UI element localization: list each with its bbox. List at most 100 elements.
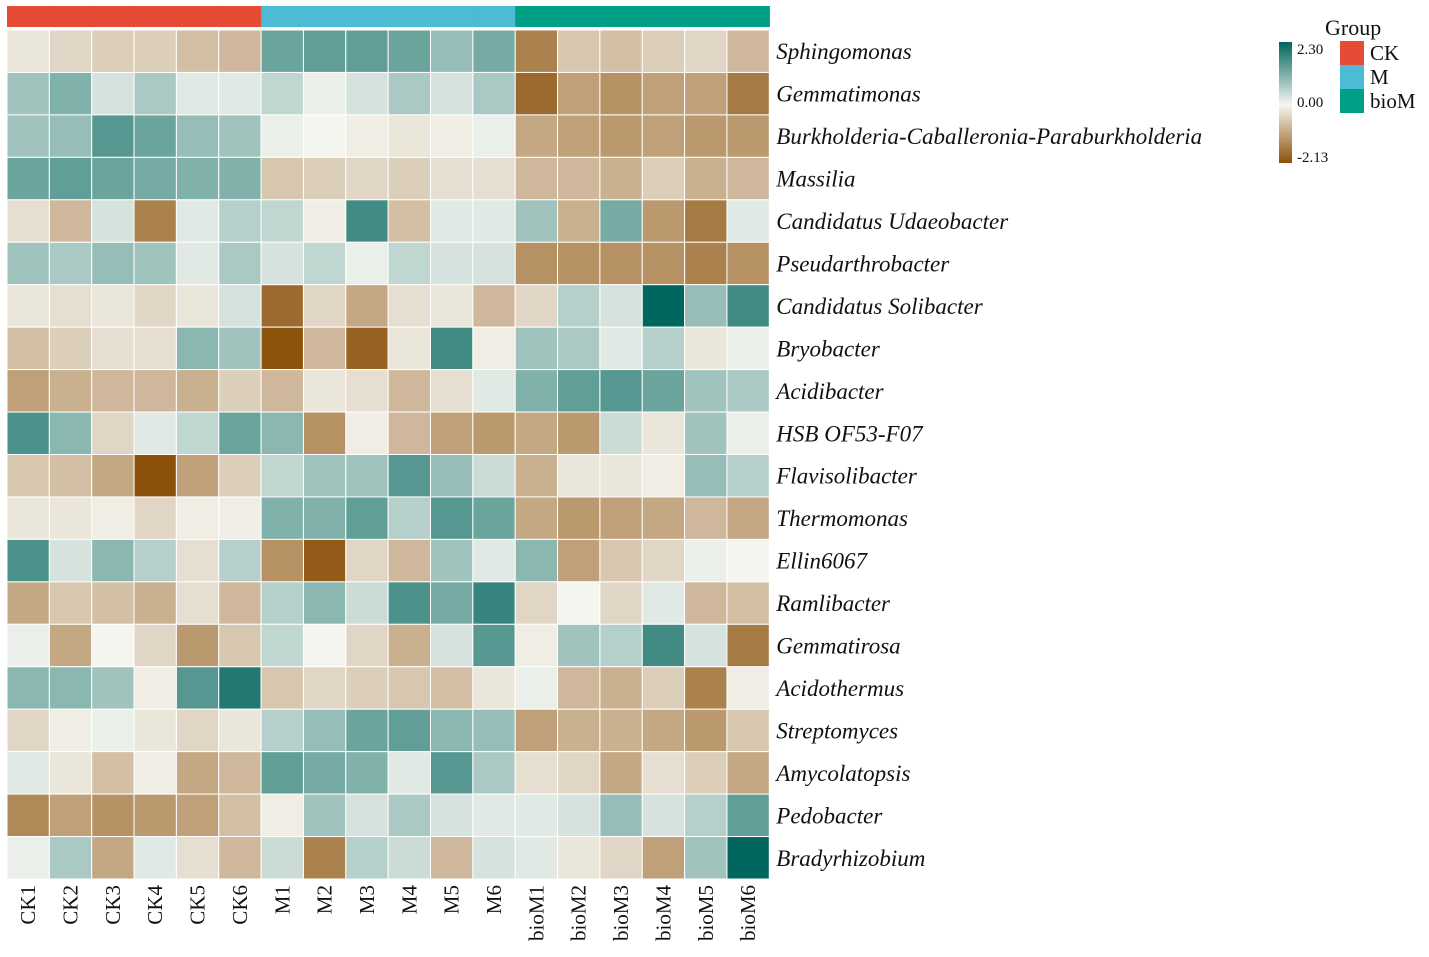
- group-bar-segment-bioM1: [515, 6, 559, 27]
- heatmap-cell: [345, 241, 389, 286]
- heatmap-cell: [48, 496, 93, 540]
- heatmap-cell: [684, 581, 728, 625]
- heatmap-cell: [91, 29, 135, 73]
- heatmap-cell: [430, 241, 474, 286]
- heatmap-cell: [48, 114, 93, 158]
- heatmap-cell: [387, 29, 431, 73]
- heatmap-cell: [260, 751, 304, 795]
- heatmap-cell: [599, 751, 643, 795]
- heatmap-cells: [6, 29, 770, 880]
- heatmap-cell: [557, 241, 601, 286]
- heatmap-cell: [726, 496, 770, 540]
- heatmap-cell: [430, 29, 474, 73]
- heatmap-cell: [48, 623, 93, 668]
- heatmap-cell: [302, 29, 347, 73]
- column-label: M3: [355, 885, 379, 914]
- column-label: CK5: [186, 885, 210, 925]
- heatmap-cell: [302, 496, 347, 540]
- heatmap-cell: [91, 114, 135, 158]
- heatmap-cell: [430, 666, 474, 710]
- group-bar-segment-CK2: [49, 6, 93, 27]
- heatmap-cell: [260, 454, 304, 498]
- column-labels: CK1 CK2 CK3 CK4 CK5 CK6 M1 M2 M3 M4 M5 M6 bioM1 bioM2…: [16, 885, 760, 942]
- heatmap-cell: [641, 241, 686, 286]
- heatmap-cell: [472, 581, 516, 625]
- group-bar-segment-M3: [345, 6, 389, 27]
- heatmap-cell: [599, 623, 643, 668]
- heatmap-cell: [641, 666, 686, 710]
- heatmap-cell: [472, 284, 516, 328]
- heatmap-cell: [557, 411, 601, 455]
- heatmap-cell: [599, 326, 643, 371]
- row-label: Bradyrhizobium: [776, 846, 925, 871]
- heatmap-cell: [175, 708, 220, 753]
- heatmap-cell: [260, 114, 304, 158]
- heatmap-cell: [218, 241, 262, 286]
- heatmap-cell: [387, 326, 431, 371]
- heatmap-cell: [6, 793, 50, 838]
- heatmap-cell: [472, 71, 516, 116]
- heatmap-cell: [557, 581, 601, 625]
- row-label: Ramlibacter: [775, 591, 891, 616]
- row-label: Thermomonas: [776, 506, 908, 531]
- heatmap-cell: [91, 623, 135, 668]
- heatmap-cell: [260, 199, 304, 243]
- row-label: Candidatus Solibacter: [776, 294, 983, 319]
- heatmap-cell: [726, 71, 770, 116]
- group-bar-segment-CK1: [7, 6, 50, 27]
- row-labels: Sphingomonas Gemmatimonas Burkholderia-Cab…: [774, 39, 1202, 871]
- heatmap-cell: [260, 836, 304, 880]
- heatmap-cell: [557, 114, 601, 158]
- heatmap-cell: [726, 411, 770, 455]
- heatmap-cell: [684, 326, 728, 371]
- heatmap-cell: [48, 71, 93, 116]
- heatmap-cell: [133, 199, 177, 243]
- heatmap-cell: [175, 411, 220, 455]
- heatmap-cell: [345, 836, 389, 880]
- heatmap-cell: [302, 454, 347, 498]
- heatmap-cell: [557, 496, 601, 540]
- heatmap-cell: [218, 369, 262, 413]
- heatmap-cell: [599, 284, 643, 328]
- heatmap-cell: [726, 454, 770, 498]
- column-label: CK1: [16, 885, 40, 925]
- heatmap-cell: [6, 538, 50, 583]
- heatmap-cell: [260, 708, 304, 753]
- heatmap-cell: [387, 793, 431, 838]
- heatmap-cell: [472, 751, 516, 795]
- group-legend: Group CK M bioM: [1325, 15, 1416, 113]
- column-label: bioM1: [524, 885, 548, 941]
- row-label: Massilia: [775, 167, 855, 192]
- heatmap-cell: [684, 411, 728, 455]
- heatmap-cell: [387, 581, 431, 625]
- heatmap-cell: [133, 241, 177, 286]
- heatmap-cell: [684, 199, 728, 243]
- heatmap-cell: [302, 538, 347, 583]
- heatmap-cell: [557, 156, 601, 201]
- heatmap-cell: [345, 793, 389, 838]
- heatmap-cell: [430, 836, 474, 880]
- row-label: Gemmatimonas: [776, 82, 920, 107]
- heatmap-cell: [472, 114, 516, 158]
- heatmap-cell: [175, 29, 220, 73]
- heatmap-cell: [599, 29, 643, 73]
- heatmap-cell: [387, 496, 431, 540]
- legend-swatch-m: [1340, 65, 1364, 89]
- heatmap-cell: [133, 793, 177, 838]
- heatmap-cell: [684, 793, 728, 838]
- heatmap-cell: [48, 199, 93, 243]
- scale-min-label: -2.13: [1297, 150, 1328, 166]
- legend-label-biom: bioM: [1370, 89, 1416, 113]
- heatmap-cell: [91, 666, 135, 710]
- heatmap-cell: [48, 29, 93, 73]
- heatmap-cell: [599, 496, 643, 540]
- row-label: Pseudarthrobacter: [775, 251, 950, 276]
- heatmap-cell: [641, 751, 686, 795]
- heatmap-cell: [557, 71, 601, 116]
- heatmap-cell: [133, 708, 177, 753]
- row-label: Streptomyces: [776, 718, 898, 743]
- heatmap-cell: [218, 836, 262, 880]
- heatmap-cell: [48, 581, 93, 625]
- heatmap-cell: [345, 496, 389, 540]
- heatmap-cell: [218, 666, 262, 710]
